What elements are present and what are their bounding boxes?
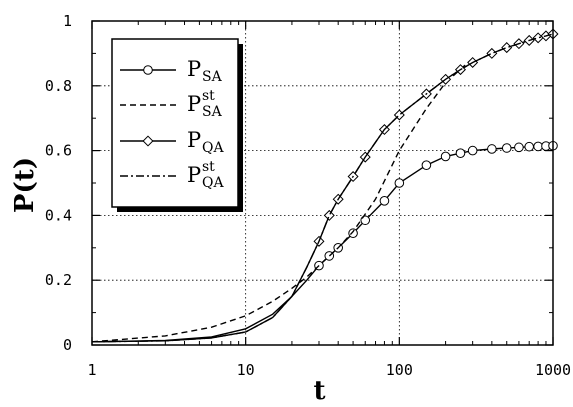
data-point-diamond [323,209,335,221]
legend-label-subscript: QA [202,140,224,156]
data-point-circle [501,143,512,153]
data-point-circle [455,148,466,158]
data-point-circle [348,228,358,239]
series-2 [91,57,474,343]
y-axis-label: P(t) [10,157,40,213]
data-point-circle [533,141,543,152]
data-point-diamond [393,109,405,121]
y-tick-label: 0 [63,336,72,354]
legend-marker-diamond [142,135,154,147]
series-line [91,33,554,343]
legend-label: P [187,57,201,81]
legend-label-superscript: st [202,159,215,175]
plot-series [91,28,559,343]
series-line [91,57,474,343]
data-point-circle [440,151,451,162]
y-tick-label: 0.8 [45,77,72,95]
data-point-circle [524,141,534,152]
y-tick-label: 0.6 [45,142,72,160]
x-tick-label: 1 [87,361,96,379]
legend-label-subscript: SA [202,104,223,120]
x-tick-label: 100 [386,361,413,379]
legend-label-subscript: QA [202,175,224,191]
x-tick-label: 10 [237,361,255,379]
legend-label: P [187,163,201,187]
series-4 [91,33,554,343]
data-point-circle [467,145,478,156]
legend-label-superscript: st [202,88,215,104]
legend-label: P [187,128,201,152]
data-point-circle [514,142,524,153]
legend-label: P [187,92,201,116]
series-1 [91,140,558,343]
legend-box [111,38,239,208]
data-point-circle [487,144,497,154]
legend-marker-circle [143,65,153,75]
y-tick-label: 0.2 [45,271,72,289]
data-point-circle [379,196,390,206]
data-point-circle [421,160,432,170]
x-axis-label: t [313,376,325,406]
axis-ticks: 1 10 100 1000 0 0.2 0.4 0.6 0.8 1 [45,12,571,379]
y-tick-label: 1 [63,12,72,30]
y-tick-label: 0.4 [45,206,72,224]
data-point-circle [394,178,405,188]
x-tick-label: 1000 [535,361,571,379]
legend-label-subscript: SA [202,69,223,85]
